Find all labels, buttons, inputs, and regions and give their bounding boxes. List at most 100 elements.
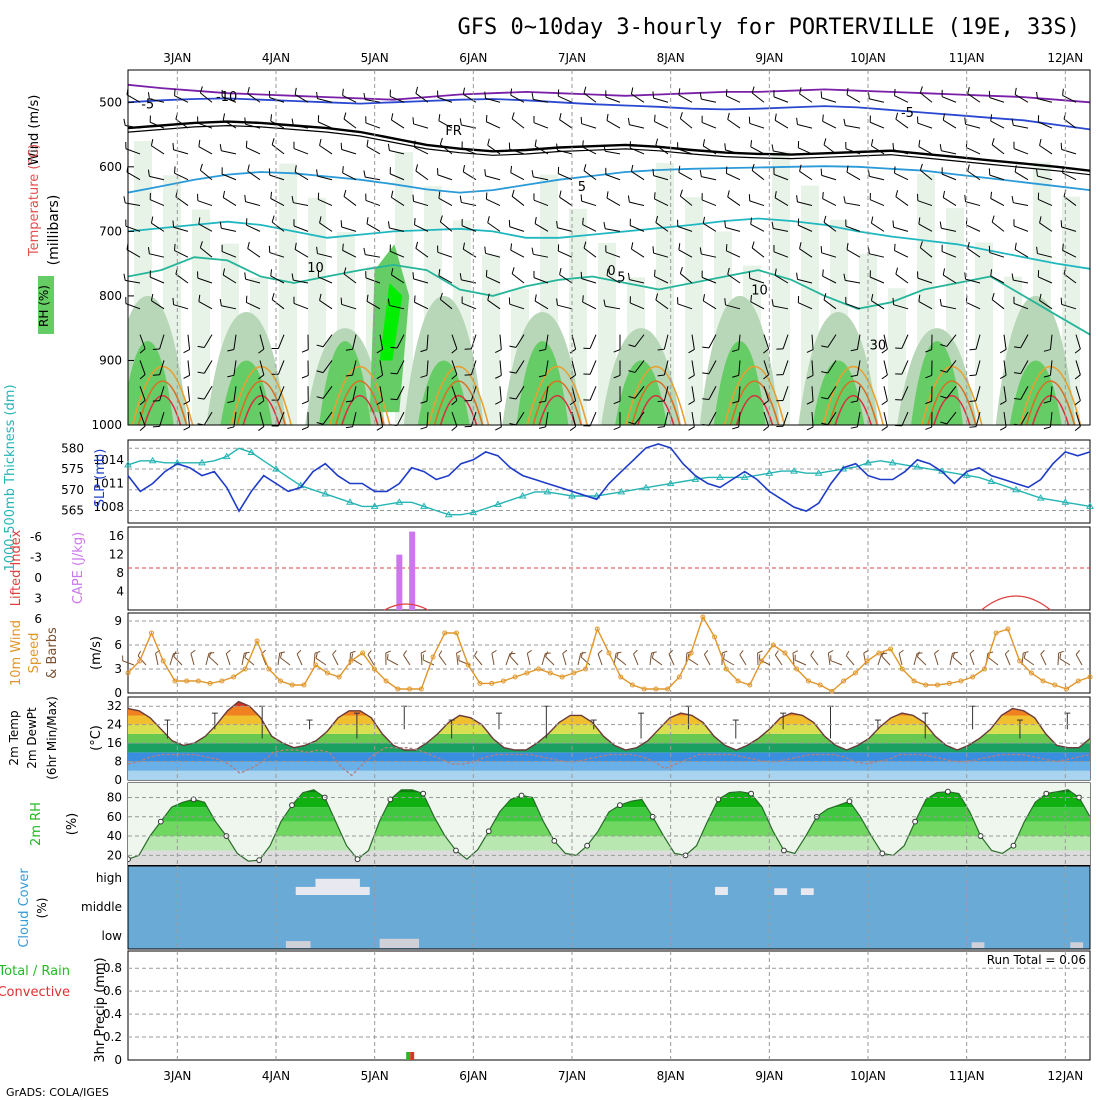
wind-barb-feather [556,143,558,151]
legend-rh: RH (%) [37,285,51,327]
wind-barb [317,253,333,258]
wind-barb [869,276,885,284]
wind-barb [920,92,933,103]
wind10-barb [420,652,423,666]
wind-barb [920,247,933,258]
wind-barb [352,386,357,402]
wind-barb-feather [509,397,517,400]
thickness-marker [1036,494,1045,501]
wind-barb-feather [774,113,777,121]
wind-barb [365,176,381,181]
wind10-barb [597,653,603,666]
wind-barb-feather [806,400,814,405]
wind-barb [1013,302,1029,310]
wind-barb-feather [1062,88,1064,96]
cape-bar [409,531,416,610]
wind-barb [200,169,213,181]
wind-barb-feather [582,140,584,148]
y-tick-label: 565 [61,504,84,518]
wind10-barb-feather [881,651,885,657]
wind-barb [175,196,189,206]
wind-barb [413,123,429,129]
wind-barb [583,92,597,103]
y-title-speed: Speed [27,633,42,674]
wind10-barb [703,654,711,666]
wind10-barb-feather [296,649,302,655]
wind-barb-feather [796,272,798,280]
thickness-marker [321,489,330,497]
wind-barb-feather [1011,273,1014,281]
y-tick-label: 600 [99,160,122,174]
wind10-barb [313,653,316,666]
wind10-point [993,630,999,636]
wind-barb [871,300,885,310]
wind10-point [735,678,741,684]
wind-barb [1075,360,1081,375]
wind-barb-feather [150,139,154,146]
y-tick-label: -3 [30,551,42,565]
wind-barb-feather [366,139,369,147]
wind10-barb [898,653,903,666]
wind-barb [894,95,909,103]
wind-barb [990,198,1005,206]
wind-barb [583,247,597,258]
wind-barb [751,92,765,103]
wind-barb [763,334,770,350]
wind-barb-feather [940,421,947,425]
temp-band [128,706,1031,716]
wind-barb-feather [172,297,175,305]
grads-footer: GrADS: COLA/IGES [6,1086,109,1099]
wind-barb-feather [390,268,394,275]
wind-barb [703,145,717,155]
wind-barb [869,175,885,181]
wind-barb [259,386,265,401]
wind10-barb [205,653,210,666]
wind-barb [680,195,693,206]
wind-barb-feather [678,88,681,96]
wind-barb [558,250,573,258]
wind-barb-feather [366,294,369,302]
wind-barb [893,226,909,232]
temp-contour-low [335,380,385,425]
wind-barb [173,149,189,155]
wind10-barb-feather [969,649,975,655]
wind10-barb-feather [810,650,815,656]
wind10-barb-feather [244,651,250,654]
wind-barb [727,273,741,284]
wind-barb-feather [342,243,344,251]
wind-barb-feather [376,374,383,380]
temp-body [128,700,1090,777]
wind10-barb-feather [562,649,568,654]
wind-barb [605,305,621,310]
wind-barb [941,227,957,232]
y-title-thickness: 1000-500mb Thickness (dm) [3,384,18,571]
wind-barb [486,198,501,206]
wind-barb [341,149,357,155]
wind-barb-feather [821,345,828,348]
x-tick-top-6JAN: 6JAN [459,51,487,65]
wind-barb [487,222,501,232]
wind-barb [966,147,981,155]
wind-barb-feather [846,165,849,173]
thickness-marker [247,448,256,455]
wind-barb [293,124,309,129]
wind-barb [1063,273,1077,284]
wind-barb-feather [724,298,727,305]
wind10-barb [723,658,735,666]
wind10-barb-feather [828,650,834,654]
wind10-barb [155,653,159,666]
wind-barb-feather [613,426,621,431]
wind10-barb [545,656,555,666]
wind-barb-feather [799,242,802,249]
wind-barb [198,146,213,155]
x-tick-bottom-9JAN: 9JAN [755,1069,783,1083]
wind-barb [259,334,265,350]
wind-barb [701,98,717,103]
wind10-barb [505,653,511,666]
wind-barb-feather [387,221,390,229]
wind-barb-feather [569,348,576,354]
wind-barb [175,118,189,129]
wind-barb-feather [881,374,888,380]
wind-barb [511,273,525,284]
wind10-barb-feather [580,651,584,658]
